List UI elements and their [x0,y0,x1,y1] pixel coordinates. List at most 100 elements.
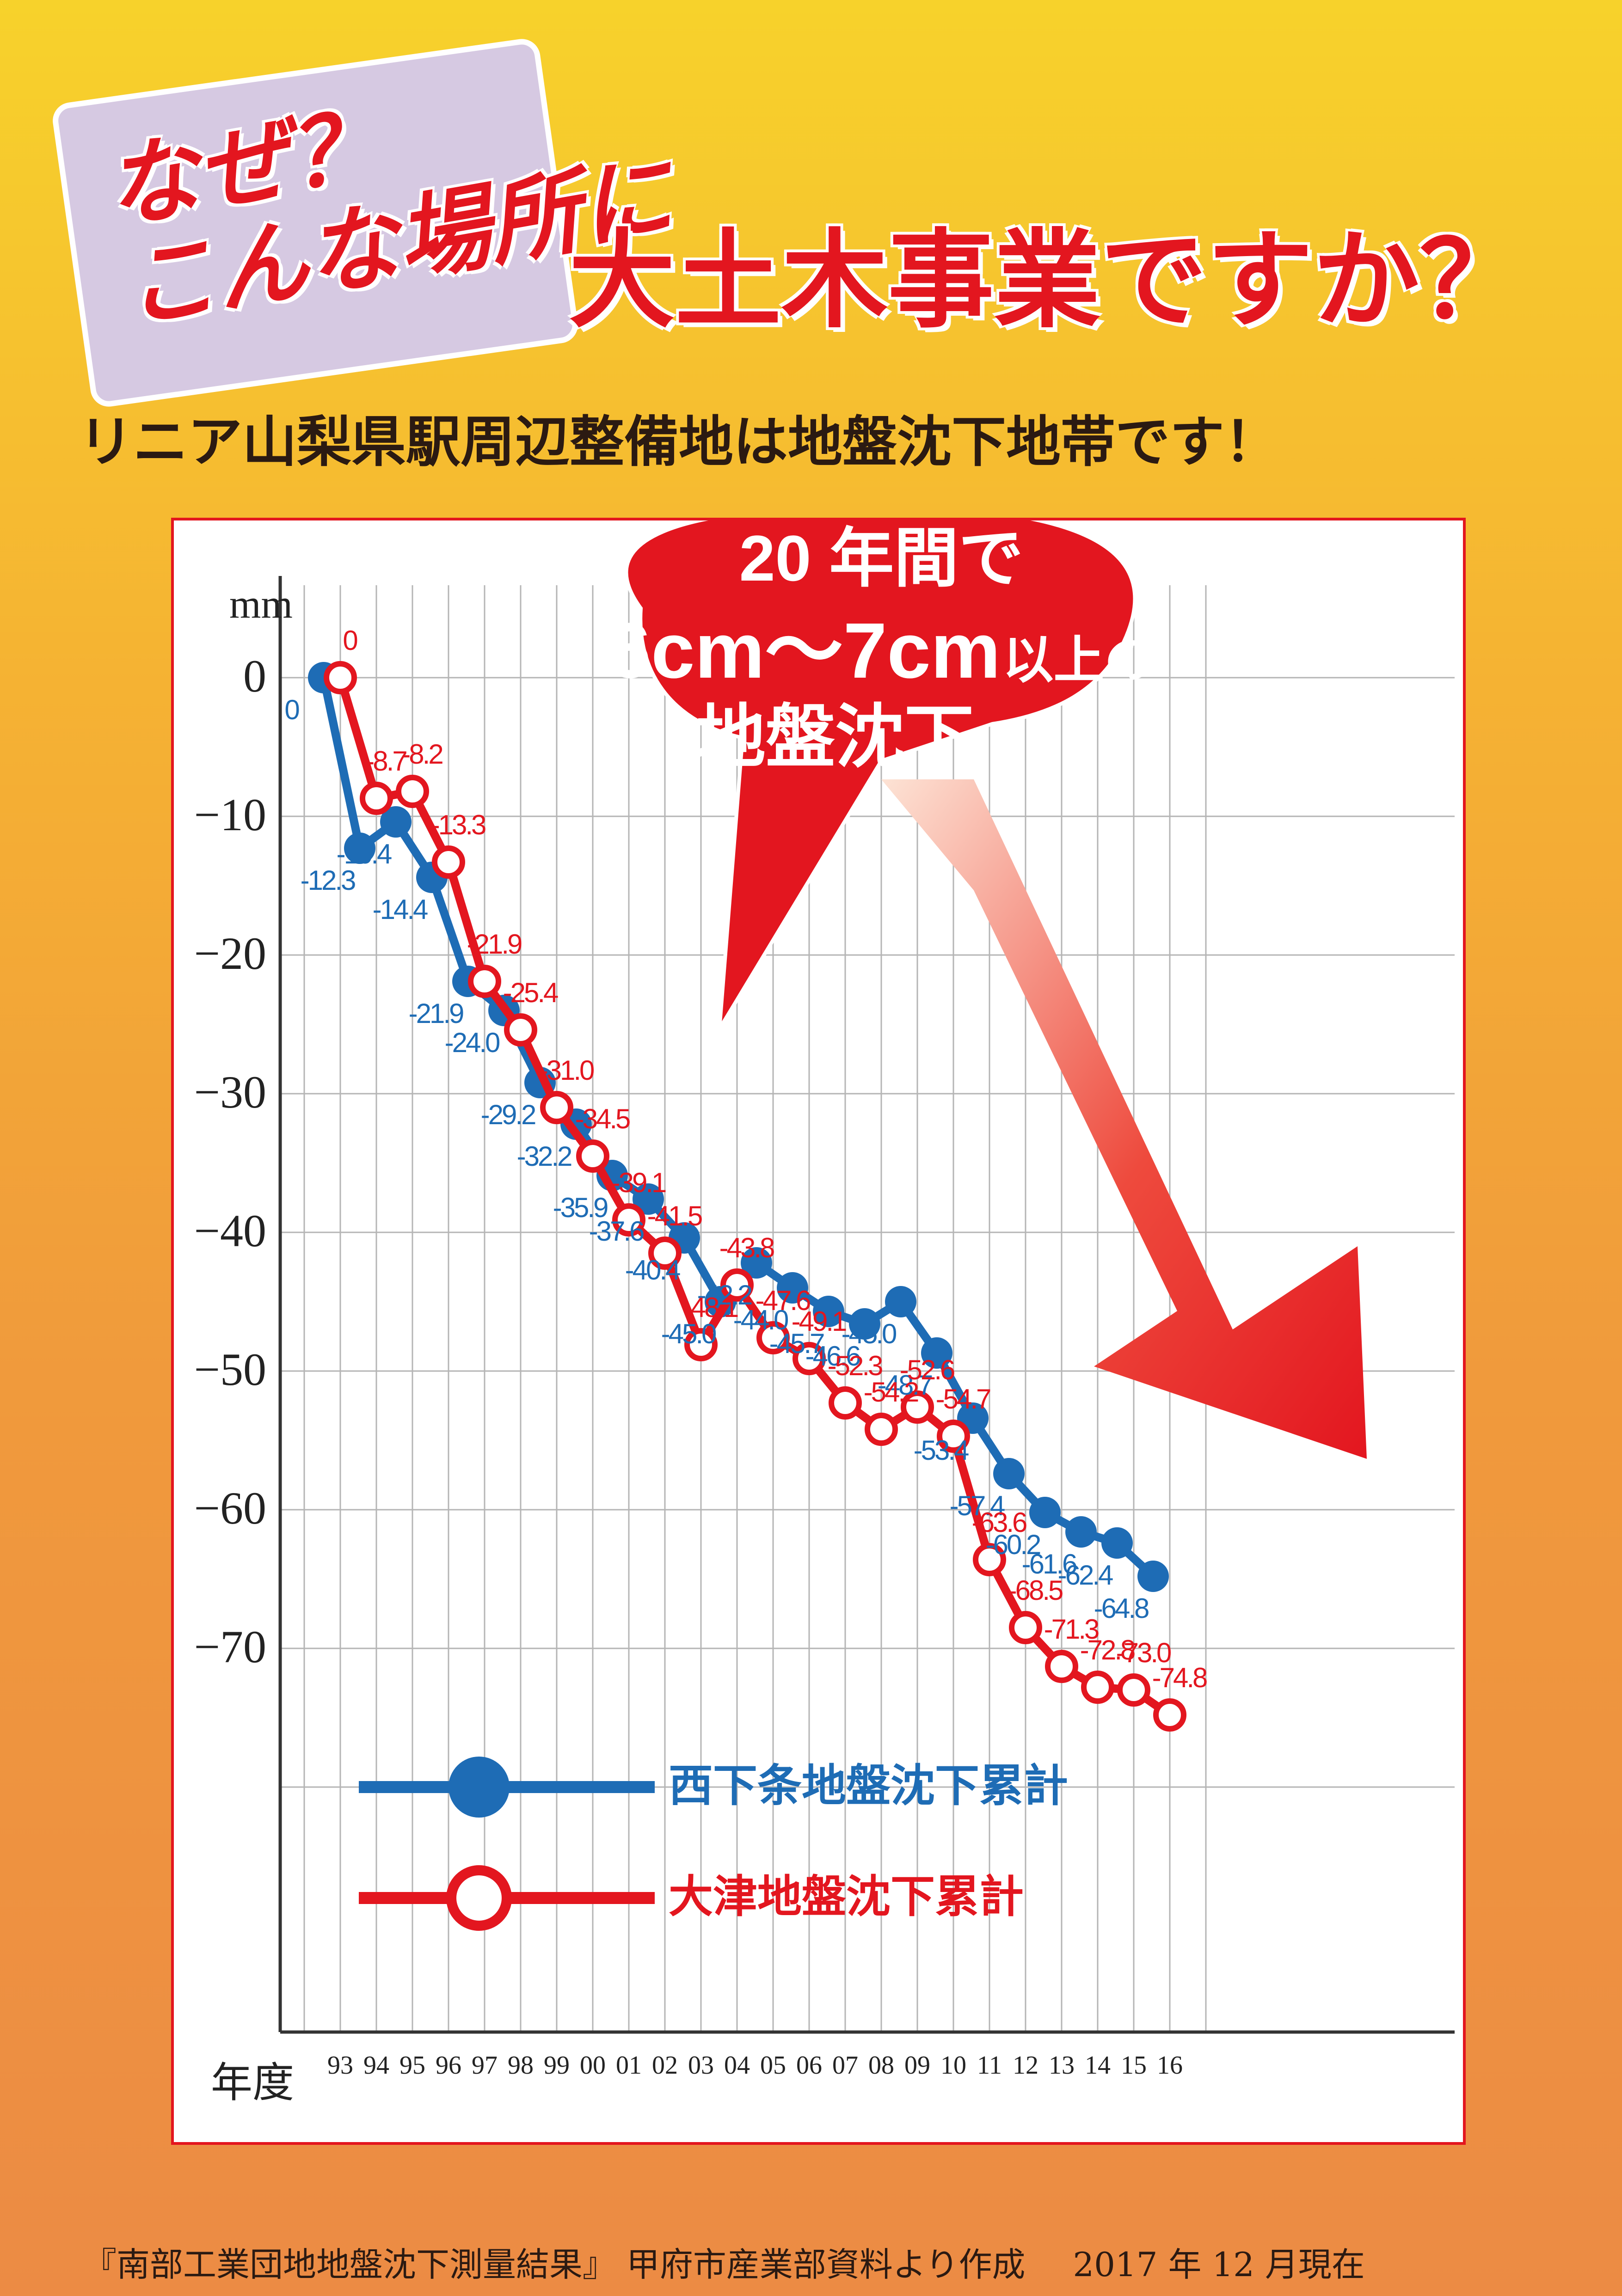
data-label-nishishimojo: -44.0 [733,1304,788,1335]
y-tick-label: −40 [194,1205,266,1256]
data-label-nishishimojo: -29.2 [481,1099,535,1130]
data-point-nishishimojo [344,833,375,864]
data-point-otsu [720,1268,754,1302]
data-point-nishishimojo [813,1296,844,1327]
data-point-otsu [1009,1611,1042,1644]
data-point-nishishimojo [1137,1561,1169,1592]
data-label-nishishimojo: -42.2 [697,1280,752,1310]
legend-label: 西下条地盤沈下累計 [669,1761,1068,1811]
data-point-otsu [937,1420,970,1453]
x-tick-label: 00 [580,2051,606,2080]
data-point-otsu [468,965,501,998]
y-tick-label: −60 [194,1482,266,1534]
x-tick-label: 02 [652,2051,678,2080]
x-tick-label: 07 [832,2051,858,2080]
x-tick-label: 08 [868,2051,894,2080]
x-tick-label: 11 [977,2051,1002,2080]
data-point-otsu [684,1328,718,1361]
x-tick-label: 97 [472,2051,498,2080]
callout-line1: 20 年間で [739,522,1024,594]
data-label-otsu: 0 [343,625,357,656]
data-point-otsu [648,1237,682,1270]
data-point-nishishimojo [993,1458,1025,1489]
callout-line2-main: 6cm〜7cm [608,607,1001,695]
data-point-otsu [324,661,357,694]
x-tick-label: 10 [940,2051,966,2080]
data-label-nishishimojo: -12.3 [301,865,355,896]
data-label-otsu: -21.9 [467,929,522,960]
footer-source: 『南部工業団地地盤沈下測量結果』 甲府市産業部資料より作成 [83,2245,1026,2284]
data-label-otsu: -54.7 [936,1384,990,1414]
x-tick-label: 09 [904,2051,930,2080]
data-label-otsu: -13.3 [431,809,485,840]
data-point-otsu [1117,1673,1150,1707]
callout-bubble [624,520,1137,1030]
data-label-otsu: -39.1 [611,1167,666,1198]
x-tick-label: 04 [724,2051,750,2080]
data-point-nishishimojo [633,1183,664,1215]
data-label-nishishimojo: 0 [284,694,299,725]
data-label-nishishimojo: -24.0 [445,1027,500,1058]
x-tick-label: 16 [1157,2051,1183,2080]
data-point-nishishimojo [777,1272,808,1304]
data-label-otsu: -41.5 [647,1200,702,1231]
x-tick-label: 15 [1121,2051,1147,2080]
data-point-otsu [396,775,429,808]
x-tick-label: 95 [399,2051,425,2080]
x-tick-label: 93 [327,2051,353,2080]
callout-line2: 6cm〜7cm 以上の [608,607,1155,695]
data-point-nishishimojo [741,1247,772,1279]
data-label-nishishimojo: -21.9 [409,998,463,1029]
data-point-otsu [901,1390,934,1424]
x-tick-label: 99 [544,2051,570,2080]
x-tick-label: 14 [1085,2051,1111,2080]
footer: 『南部工業団地地盤沈下測量結果』 甲府市産業部資料より作成 2017 年 12 … [83,2237,1402,2286]
footer-date: 2017 年 12 月現在 [1073,2245,1365,2284]
y-tick-label: −50 [194,1344,266,1395]
data-label-nishishimojo: -64.8 [1094,1593,1149,1624]
data-point-otsu [1081,1671,1114,1704]
data-label-nishishimojo: -46.6 [805,1341,860,1371]
data-label-otsu: -74.8 [1152,1662,1207,1693]
data-point-otsu [865,1413,898,1446]
data-label-nishishimojo: -37.6 [589,1216,644,1247]
data-label-otsu: -49.1 [792,1306,846,1337]
data-point-otsu [432,845,465,879]
data-label-otsu: -48.1 [683,1292,738,1323]
data-label-nishishimojo: -57.4 [950,1490,1005,1521]
data-label-otsu: -43.8 [719,1232,774,1263]
y-tick-label: −30 [194,1066,266,1118]
x-tick-label: 13 [1049,2051,1075,2080]
data-point-nishishimojo [380,806,412,838]
data-label-otsu: -71.3 [1044,1614,1099,1645]
data-point-nishishimojo [1065,1516,1097,1548]
data-point-nishishimojo [921,1337,952,1369]
data-label-otsu: -34.5 [575,1103,630,1134]
chart-panel: 0 −10 −20 −30 −40 −50 −60 −70 mm 93 94 95 96 97 98 99 00… [171,518,1466,2145]
data-label-nishishimojo: -61.6 [1022,1549,1076,1580]
data-label-nishishimojo: -40.4 [625,1255,680,1286]
data-label-nishishimojo: -45.0 [661,1318,716,1349]
legend-marker-hollow [446,1865,512,1931]
data-point-otsu [829,1386,862,1420]
data-label-otsu: -68.5 [1008,1575,1063,1606]
data-label-otsu: -47.6 [756,1285,810,1316]
data-label-nishishimojo: -48.7 [878,1370,932,1401]
data-label-otsu: -8.2 [401,739,442,770]
data-label-nishishimojo: -10.4 [337,839,392,869]
data-label-otsu: -54.2 [864,1377,918,1408]
data-point-nishishimojo [849,1308,880,1340]
data-label-otsu: -31.0 [539,1055,594,1086]
subtitle: リニア山梨県駅周辺整備地は地盤沈下地帯です！ [79,410,1279,474]
data-label-otsu: -63.6 [972,1507,1026,1538]
data-label-otsu: -52.6 [900,1354,954,1385]
data-point-otsu [756,1321,790,1354]
y-axis-label: mm [229,582,293,627]
y-tick-label: −70 [194,1621,266,1672]
data-label-nishishimojo: -35.9 [553,1192,608,1223]
x-tick-label: 94 [363,2051,389,2080]
down-arrow-shape [881,779,1367,1459]
data-label-nishishimojo: -45.7 [769,1328,824,1359]
data-label-otsu: -73.0 [1116,1637,1171,1668]
